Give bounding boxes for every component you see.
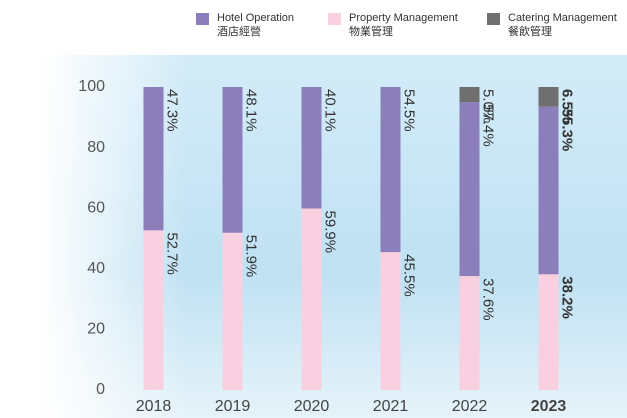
value-label: 47.3%: [164, 89, 181, 132]
bar-segment: [380, 87, 401, 253]
legend-label-zh: 酒店經營: [217, 24, 261, 38]
y-tick-label: 40: [87, 260, 105, 277]
plot-fade: [40, 55, 627, 418]
bar-segment: [538, 274, 559, 390]
y-tick-label: 20: [87, 321, 105, 338]
value-label: 55.3%: [559, 109, 576, 152]
legend-label: Hotel Operation: [217, 12, 294, 24]
bar-segment: [143, 230, 164, 390]
value-label: 37.6%: [480, 278, 497, 321]
x-tick-label: 2018: [136, 398, 172, 415]
value-label: 38.2%: [559, 276, 576, 319]
bar-segment: [301, 208, 322, 390]
x-tick-label: 2020: [294, 398, 330, 415]
bar-segment: [222, 87, 243, 233]
bar-segment: [538, 106, 559, 275]
bar-segment: [459, 102, 480, 277]
value-label: 57.4%: [480, 104, 497, 147]
bar-segment: [538, 87, 559, 107]
x-tick-label: 2023: [531, 398, 567, 415]
y-tick-label: 80: [87, 139, 105, 156]
y-tick-label: 100: [78, 78, 105, 95]
legend-label: Property Management: [349, 12, 458, 24]
value-label: 6.5%: [559, 89, 576, 123]
bar-segment: [459, 87, 480, 103]
value-label: 40.1%: [322, 89, 339, 132]
legend-swatch: [196, 13, 209, 25]
bar-segment: [222, 232, 243, 390]
value-label: 48.1%: [243, 89, 260, 132]
x-tick-label: 2019: [215, 398, 251, 415]
value-label: 54.5%: [401, 89, 418, 132]
y-tick-label: 60: [87, 199, 105, 216]
legend-label-zh: 餐飲管理: [508, 24, 552, 38]
legend-swatch: [487, 13, 500, 25]
bar-segment: [143, 87, 164, 231]
value-label: 59.9%: [322, 211, 339, 254]
bar-segment: [459, 276, 480, 390]
value-label: 5.0%: [480, 89, 497, 123]
legend-label-zh: 物業管理: [349, 24, 393, 38]
value-label: 51.9%: [243, 235, 260, 278]
y-tick-label: 0: [96, 381, 105, 398]
x-tick-label: 2021: [373, 398, 409, 415]
bar-segment: [380, 252, 401, 390]
legend-swatch: [328, 13, 341, 25]
bar-segment: [301, 87, 322, 209]
value-label: 52.7%: [164, 232, 181, 275]
legend-label: Catering Management: [508, 12, 617, 24]
value-label: 45.5%: [401, 254, 418, 297]
x-tick-label: 2022: [452, 398, 488, 415]
